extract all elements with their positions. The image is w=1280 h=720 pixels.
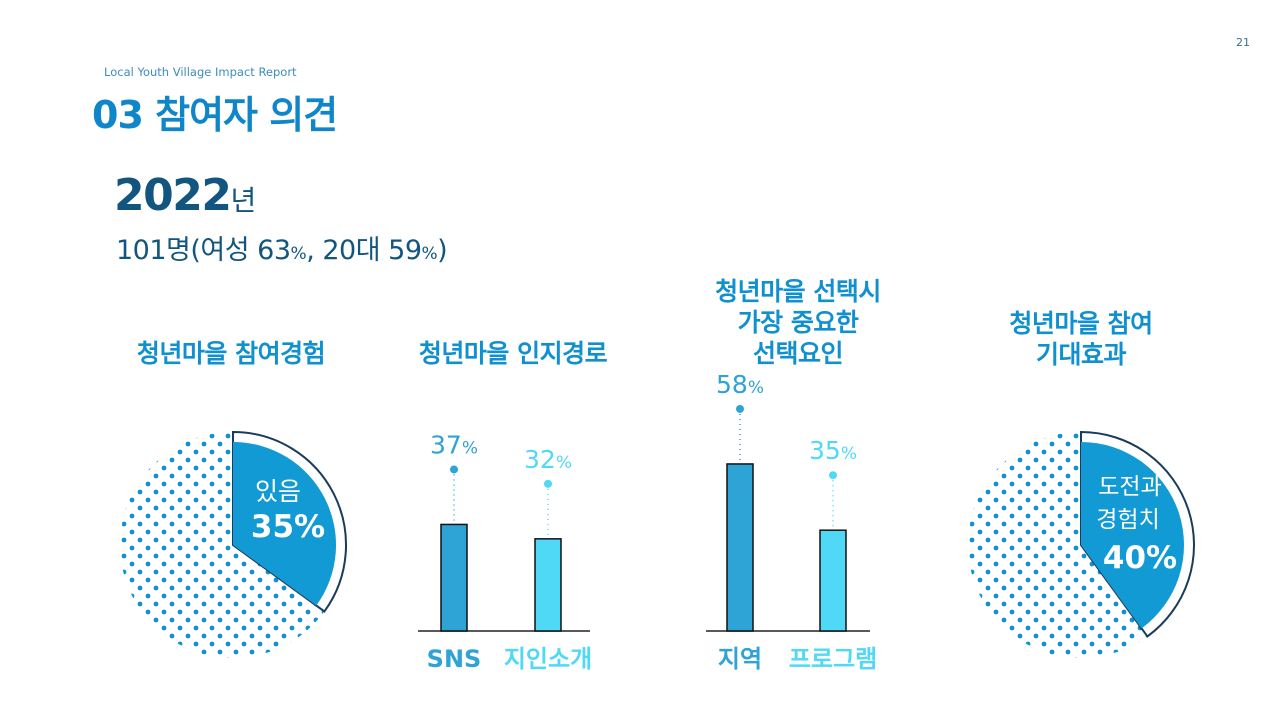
female-pct-sign: % bbox=[290, 244, 307, 264]
bar-region bbox=[726, 463, 754, 632]
bar-chart-selection: 58% 35% 지역 프로그램 bbox=[706, 370, 877, 673]
category-label: SNS bbox=[427, 645, 482, 673]
category-label: 지인소개 bbox=[504, 645, 592, 673]
bar-value-percent: % bbox=[556, 453, 572, 473]
chart-title-expectation: 청년마을 참여 기대효과 bbox=[950, 308, 1212, 370]
bar-value-number: 35 bbox=[809, 436, 841, 465]
category-label: 지역 bbox=[718, 645, 762, 673]
report-name: Local Youth Village Impact Report bbox=[104, 65, 297, 79]
summary-close: ) bbox=[437, 235, 448, 266]
pie-slice-main bbox=[233, 442, 336, 606]
female-pct: 63 bbox=[257, 235, 291, 266]
bar-value-label: 35% bbox=[809, 436, 857, 465]
bar-value-percent: % bbox=[841, 444, 857, 464]
chart-title-line: 청년마을 참여 bbox=[1009, 309, 1153, 338]
chart-title-participation: 청년마을 참여경험 bbox=[136, 339, 326, 368]
pie-value-label: 40% bbox=[1103, 540, 1177, 576]
summary-prefix: 101명(여성 bbox=[116, 235, 258, 266]
chart-title-line: 선택요인 bbox=[752, 339, 844, 368]
pie-slice-rest bbox=[120, 431, 325, 658]
age-pct: 59 bbox=[388, 235, 422, 266]
bar-acquaintance bbox=[534, 538, 562, 632]
bar-value-percent: % bbox=[748, 378, 764, 398]
pie-chart-participation: 있음 35% bbox=[120, 430, 347, 658]
value-marker bbox=[829, 471, 837, 480]
bar-value-label: 58% bbox=[716, 370, 764, 399]
age-pct-sign: % bbox=[421, 244, 438, 264]
participant-summary: 101명(여성 63%, 20대 59%) bbox=[116, 228, 448, 267]
pie-label: 있음 bbox=[255, 477, 301, 506]
bar-sns bbox=[440, 523, 468, 632]
chart-title-line: 기대효과 bbox=[1035, 340, 1127, 369]
pie-slice-outline bbox=[1080, 430, 1195, 638]
value-marker bbox=[544, 479, 552, 488]
bar-value-percent: % bbox=[462, 438, 478, 458]
section-title: 03 참여자 의견 bbox=[92, 93, 338, 137]
pie-label: 경험치 bbox=[1096, 507, 1159, 533]
bar-value-number: 37 bbox=[430, 430, 462, 459]
bar-value-label: 37% bbox=[430, 430, 478, 459]
year-value: 2022 bbox=[114, 170, 232, 221]
chart-title-selection: 청년마을 선택시 가장 중요한 선택요인 bbox=[660, 276, 936, 369]
summary-mid: , 20대 bbox=[306, 235, 389, 266]
year-unit: 년 bbox=[230, 184, 257, 217]
value-marker bbox=[450, 465, 458, 474]
bar-value-label: 32% bbox=[524, 445, 572, 474]
bar-value-number: 58 bbox=[716, 370, 748, 399]
bar-value-number: 32 bbox=[524, 445, 556, 474]
pie-slice-rest bbox=[968, 432, 1148, 658]
pie-slice-outline bbox=[232, 430, 347, 613]
bar-program bbox=[819, 529, 847, 632]
chart-title-line: 청년마을 선택시 bbox=[715, 277, 881, 306]
pie-label: 도전과 bbox=[1098, 474, 1161, 500]
pie-slice-main bbox=[1081, 442, 1184, 629]
category-label: 프로그램 bbox=[789, 645, 877, 673]
year-heading: 2022년 bbox=[114, 170, 256, 221]
bar-chart-awareness: 37% 32% SNS 지인소개 bbox=[418, 430, 592, 673]
page-number: 21 bbox=[1236, 36, 1250, 49]
chart-title-line: 가장 중요한 bbox=[737, 308, 859, 337]
chart-title-awareness: 청년마을 인지경로 bbox=[418, 339, 608, 368]
pie-chart-expectation: 도전과 경험치 40% bbox=[968, 430, 1195, 658]
value-marker bbox=[736, 404, 744, 413]
pie-value-label: 35% bbox=[251, 509, 325, 545]
